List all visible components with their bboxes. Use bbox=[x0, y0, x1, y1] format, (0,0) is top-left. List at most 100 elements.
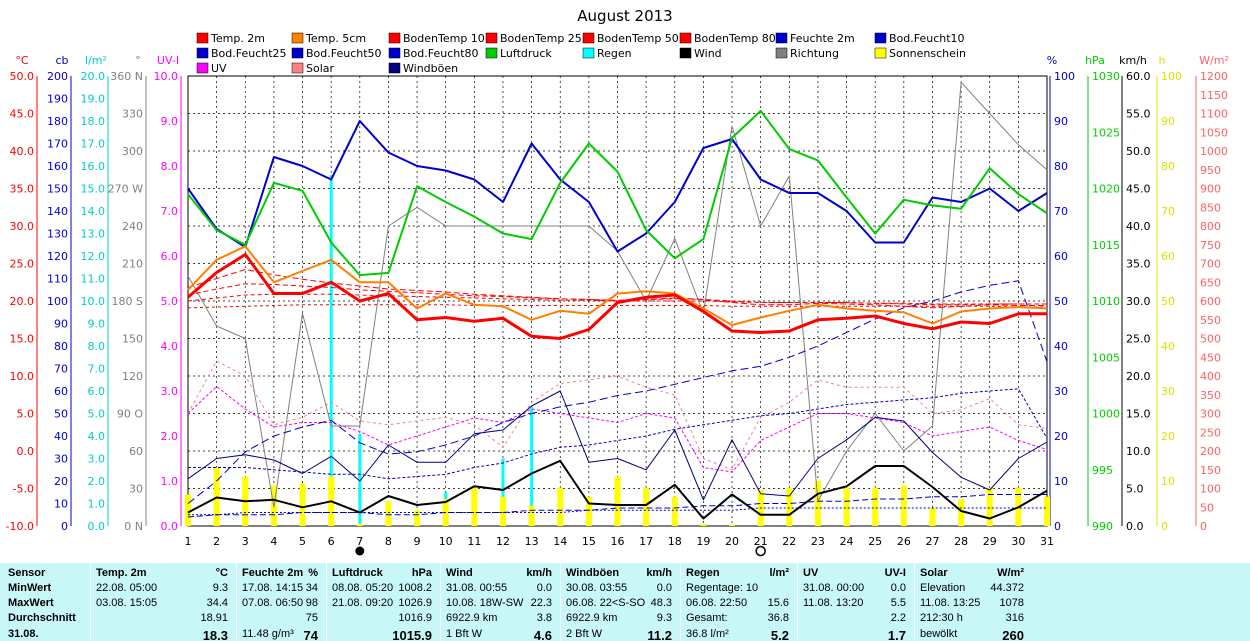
right-axis-tick-label: 450 bbox=[1200, 351, 1221, 364]
right-axis-tick-label: 15.0 bbox=[1126, 408, 1151, 421]
stats-cell-label: Regentage: 10 bbox=[686, 582, 759, 594]
stats-block-title: Solar bbox=[920, 567, 948, 579]
x-tick-label: 19 bbox=[696, 535, 710, 548]
left-axis-tick-label: 330 bbox=[122, 108, 143, 121]
left-axis-tick-label: 3.0 bbox=[161, 385, 179, 398]
stats-cell-label: Gesamt: bbox=[686, 612, 728, 624]
stats-cell-label: 11.08. 13:25 bbox=[920, 597, 981, 609]
series-line-bod-feucht50 bbox=[187, 494, 1047, 518]
stats-block-unit: W/m² bbox=[997, 567, 1024, 579]
left-axis-tick-label: 30 bbox=[129, 483, 143, 496]
legend-label: Sonnenschein bbox=[889, 47, 966, 60]
left-axis-tick-label: 140 bbox=[47, 205, 68, 218]
right-axis-tick-label: 1030 bbox=[1092, 70, 1120, 83]
left-axis-tick-label: 10.0 bbox=[154, 70, 179, 83]
x-tick-label: 14 bbox=[553, 535, 567, 548]
stats-separator bbox=[440, 563, 441, 641]
left-axis-tick-label: 40.0 bbox=[10, 145, 35, 158]
right-axis-tick-label: 1025 bbox=[1092, 126, 1120, 139]
left-axis-tick-label: 20 bbox=[54, 475, 68, 488]
stats-block-title: Windböen bbox=[566, 567, 620, 579]
left-axis-tick-label: 15.0 bbox=[81, 183, 106, 196]
x-tick-label: 20 bbox=[725, 535, 739, 548]
left-axis-tick-label: 360 N bbox=[110, 70, 143, 83]
legend-swatch bbox=[388, 47, 401, 59]
left-axis-tick-label: 240 bbox=[122, 220, 143, 233]
x-tick-label: 25 bbox=[868, 535, 882, 548]
left-axis-tick-label: 7.0 bbox=[88, 363, 106, 376]
legend-swatch bbox=[775, 32, 788, 44]
stats-cell-value: 74 bbox=[303, 628, 318, 641]
stats-cell-label: 08.08. 05:20 bbox=[332, 582, 394, 594]
sunshine-bar bbox=[786, 487, 793, 526]
left-axis-tick-label: 170 bbox=[47, 138, 68, 151]
left-axis-tick-label: 13.0 bbox=[81, 228, 106, 241]
left-axis-tick-label: 2.0 bbox=[161, 430, 179, 443]
stats-block-unit: km/h bbox=[646, 567, 672, 579]
stats-cell-value: 1008.2 bbox=[398, 582, 432, 594]
legend-swatch bbox=[485, 47, 498, 59]
stats-cell-value: 316 bbox=[1005, 612, 1024, 624]
sunshine-bar bbox=[614, 476, 621, 526]
left-axis-tick-label: 20.0 bbox=[81, 70, 106, 83]
stats-cell-label: bewölkt bbox=[920, 628, 958, 640]
stats-cell-label: 36.8 l/m² bbox=[686, 628, 729, 640]
legend-label: Temp. 5cm bbox=[305, 32, 366, 45]
left-axis-tick-label: 45.0 bbox=[10, 108, 35, 121]
left-axis-tick-label: 50 bbox=[54, 408, 68, 421]
legend-label: BodenTemp 10 bbox=[403, 32, 485, 45]
left-axis-tick-label: 9.0 bbox=[88, 318, 106, 331]
left-axis-tick-label: 20.0 bbox=[10, 295, 35, 308]
left-axis-tick-label: 110 bbox=[47, 273, 68, 286]
sunshine-bar bbox=[700, 523, 707, 526]
right-axis-tick-label: 1200 bbox=[1200, 70, 1228, 83]
x-tick-label: 7 bbox=[356, 535, 363, 548]
sunshine-bar bbox=[872, 487, 879, 526]
right-axis-tick-label: 30 bbox=[1054, 385, 1068, 398]
left-axis-tick-label: 5.0 bbox=[88, 408, 106, 421]
left-axis-tick-label: 14.0 bbox=[81, 205, 106, 218]
right-axis-tick-label: 90 bbox=[1054, 115, 1068, 128]
new-moon-icon bbox=[355, 546, 365, 556]
right-axis-unit: hPa bbox=[1085, 54, 1105, 67]
right-axis-tick-label: 1005 bbox=[1092, 351, 1120, 364]
stats-cell-value: 1016.9 bbox=[398, 612, 432, 624]
stats-cell-value: 22.3 bbox=[530, 597, 552, 609]
series-line-luftdruck bbox=[187, 109, 1048, 277]
sunshine-bar bbox=[414, 510, 421, 526]
right-axis-tick-label: 5.0 bbox=[1126, 483, 1144, 496]
right-axis-tick-label: 100 bbox=[1200, 483, 1221, 496]
stats-cell-label: 06.08. 22<S-SO bbox=[566, 597, 646, 609]
left-axis-tick-label: 270 W bbox=[108, 183, 143, 196]
legend-swatch bbox=[291, 32, 304, 44]
right-axis-tick-label: 1015 bbox=[1092, 239, 1120, 252]
right-axis-tick-label: 50 bbox=[1054, 295, 1068, 308]
sunshine-bar bbox=[557, 487, 564, 526]
stats-cell-label: 10.08. 18W-SW bbox=[446, 597, 524, 609]
right-axis-unit: h bbox=[1159, 54, 1166, 67]
x-tick-label: 5 bbox=[299, 535, 306, 548]
x-tick-label: 24 bbox=[840, 535, 854, 548]
x-tick-label: 26 bbox=[897, 535, 911, 548]
legend-swatch bbox=[196, 32, 209, 44]
right-axis-tick-label: 60.0 bbox=[1126, 70, 1151, 83]
left-axis-unit: °C bbox=[15, 54, 29, 67]
legend-label: Regen bbox=[597, 47, 632, 60]
right-axis-tick-label: 950 bbox=[1200, 164, 1221, 177]
stats-block-unit: UV-I bbox=[884, 567, 906, 579]
left-axis-tick-label: 10 bbox=[54, 498, 68, 511]
right-axis-tick-label: 800 bbox=[1200, 220, 1221, 233]
left-axis-tick-label: 7.0 bbox=[161, 205, 179, 218]
stats-block-title: Temp. 2m bbox=[96, 567, 147, 579]
legend-label: UV bbox=[211, 62, 227, 75]
sunshine-bar bbox=[356, 523, 363, 526]
statistics-table: Sensor MinWert MaxWert Durchschnitt 31.08. Te… bbox=[0, 563, 1250, 641]
left-axis-tick-label: 50.0 bbox=[10, 70, 35, 83]
right-axis-tick-label: 900 bbox=[1200, 183, 1221, 196]
right-axis-tick-label: 850 bbox=[1200, 201, 1221, 214]
x-tick-label: 11 bbox=[467, 535, 481, 548]
right-axis-tick-label: 995 bbox=[1092, 464, 1113, 477]
legend-label: BodenTemp 25 bbox=[500, 32, 582, 45]
stats-cell-label: Elevation bbox=[920, 582, 966, 594]
stats-cell-label: 06.08. 22:50 bbox=[686, 597, 748, 609]
